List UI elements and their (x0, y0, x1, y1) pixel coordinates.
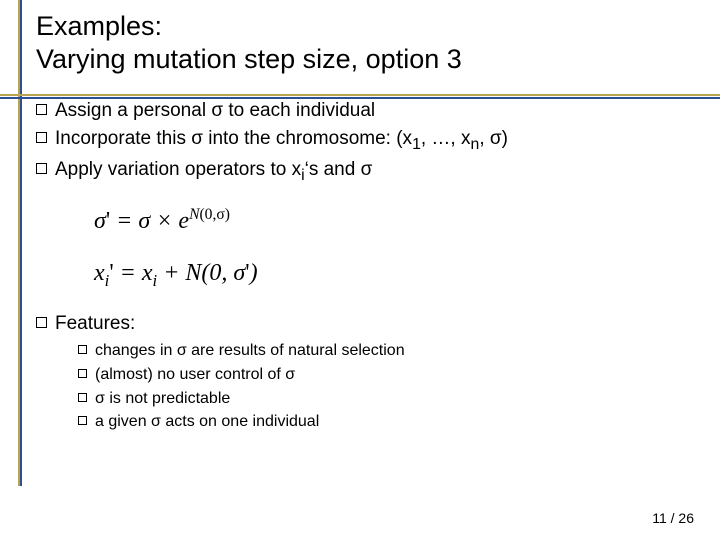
square-bullet-icon (36, 163, 47, 174)
bullet-text: Assign a personal σ to each individual (55, 98, 690, 124)
features-heading-bullet: Features: (36, 311, 690, 337)
feature-text: σ is not predictable (95, 388, 690, 410)
blue-line (0, 97, 720, 99)
feature-text: a given σ acts on one individual (95, 411, 690, 433)
formula-xi-prime: xi' = xi + N(0, σ') (94, 257, 690, 292)
title-block: Examples: Varying mutation step size, op… (0, 0, 720, 76)
slide-container: Examples: Varying mutation step size, op… (0, 0, 720, 540)
formulas-block: σ' = σ × eN(0,σ) xi' = xi + N(0, σ') (94, 204, 690, 293)
gold-line (0, 94, 720, 96)
square-bullet-icon (36, 317, 47, 328)
title-line-2: Varying mutation step size, option 3 (36, 44, 462, 74)
features-label: Features: (55, 311, 690, 337)
main-bullet: Apply variation operators to xi‘s and σ (36, 157, 690, 186)
content-area: Assign a personal σ to each individualIn… (0, 76, 720, 433)
square-bullet-icon (78, 416, 87, 425)
page-number: 11 / 26 (652, 510, 694, 526)
title-line-1: Examples: (36, 11, 162, 41)
formula-sigma-prime: σ' = σ × eN(0,σ) (94, 204, 690, 237)
feature-bullet: a given σ acts on one individual (78, 411, 690, 433)
slide-title: Examples: Varying mutation step size, op… (36, 10, 690, 76)
title-underline (0, 94, 720, 99)
square-bullet-icon (78, 393, 87, 402)
bullet-text: Incorporate this σ into the chromosome: … (55, 126, 690, 155)
square-bullet-icon (78, 345, 87, 354)
feature-sub-list: changes in σ are results of natural sele… (36, 340, 690, 432)
feature-text: changes in σ are results of natural sele… (95, 340, 690, 362)
square-bullet-icon (78, 369, 87, 378)
square-bullet-icon (36, 104, 47, 115)
main-bullet-list: Assign a personal σ to each individualIn… (36, 98, 690, 186)
square-bullet-icon (36, 132, 47, 143)
features-block: Features: changes in σ are results of na… (36, 311, 690, 433)
main-bullet: Assign a personal σ to each individual (36, 98, 690, 124)
left-vertical-rule (18, 0, 22, 486)
main-bullet: Incorporate this σ into the chromosome: … (36, 126, 690, 155)
feature-bullet: (almost) no user control of σ (78, 364, 690, 386)
feature-text: (almost) no user control of σ (95, 364, 690, 386)
feature-bullet: changes in σ are results of natural sele… (78, 340, 690, 362)
feature-bullet: σ is not predictable (78, 388, 690, 410)
bullet-text: Apply variation operators to xi‘s and σ (55, 157, 690, 186)
